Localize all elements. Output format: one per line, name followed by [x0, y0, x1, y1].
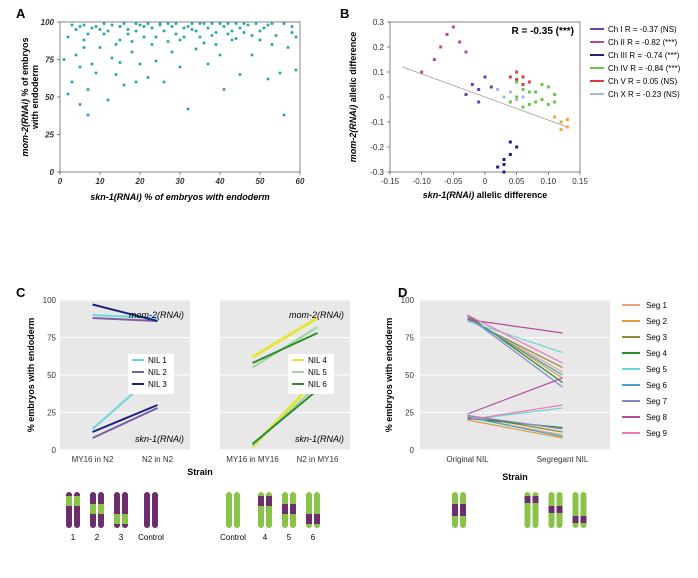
svg-text:Original NIL: Original NIL — [446, 455, 489, 464]
svg-text:Segregant NIL: Segregant NIL — [537, 455, 589, 464]
svg-text:mom-2(RNAi) allelic difference: mom-2(RNAi) allelic difference — [348, 32, 358, 163]
svg-text:MY16 in N2: MY16 in N2 — [72, 455, 114, 464]
svg-text:0.05: 0.05 — [509, 177, 525, 186]
svg-text:Seg 7: Seg 7 — [646, 397, 667, 406]
svg-text:1: 1 — [71, 533, 76, 542]
svg-text:Seg 9: Seg 9 — [646, 429, 667, 438]
svg-text:Ch II R = -0.82 (***): Ch II R = -0.82 (***) — [608, 38, 677, 47]
svg-text:NIL 4: NIL 4 — [308, 356, 327, 365]
svg-text:mom-2(RNAi) % of embryos: mom-2(RNAi) % of embryos — [20, 37, 30, 156]
svg-text:0: 0 — [483, 177, 488, 186]
svg-text:-0.1: -0.1 — [370, 118, 384, 127]
svg-text:25: 25 — [405, 409, 414, 418]
svg-text:50: 50 — [45, 93, 54, 102]
svg-text:Seg 4: Seg 4 — [646, 349, 667, 358]
svg-text:2: 2 — [95, 533, 100, 542]
svg-text:10: 10 — [96, 177, 105, 186]
svg-text:mom-2(RNAi): mom-2(RNAi) — [129, 310, 184, 320]
svg-text:NIL 6: NIL 6 — [308, 380, 327, 389]
svg-text:NIL 5: NIL 5 — [308, 368, 327, 377]
svg-text:75: 75 — [47, 334, 56, 343]
svg-text:30: 30 — [176, 177, 185, 186]
svg-text:% embryos with endoderm: % embryos with endoderm — [26, 318, 36, 433]
svg-text:0: 0 — [410, 446, 415, 455]
svg-text:skn-1(RNAi) % of embryos with: skn-1(RNAi) % of embryos with endoderm — [90, 192, 270, 202]
svg-text:0.2: 0.2 — [373, 43, 385, 52]
svg-text:Seg 6: Seg 6 — [646, 381, 667, 390]
svg-text:Ch IV R = -0.84 (***): Ch IV R = -0.84 (***) — [608, 64, 681, 73]
svg-text:R = -0.35 (***): R = -0.35 (***) — [511, 26, 574, 37]
svg-text:Ch I R = -0.37 (NS): Ch I R = -0.37 (NS) — [608, 25, 677, 34]
svg-text:0: 0 — [58, 177, 63, 186]
svg-text:Strain: Strain — [502, 472, 528, 482]
svg-text:N2 in MY16: N2 in MY16 — [297, 455, 339, 464]
svg-text:Ch III R = -0.74 (***): Ch III R = -0.74 (***) — [608, 51, 680, 60]
svg-text:Seg 2: Seg 2 — [646, 317, 667, 326]
svg-text:-0.05: -0.05 — [444, 177, 463, 186]
svg-text:Ch X R = -0.23 (NS): Ch X R = -0.23 (NS) — [608, 90, 680, 99]
svg-text:skn-1(RNAi): skn-1(RNAi) — [295, 434, 344, 444]
svg-text:0: 0 — [50, 168, 55, 177]
svg-text:-0.10: -0.10 — [413, 177, 432, 186]
svg-text:Ch V R = 0.05 (NS): Ch V R = 0.05 (NS) — [608, 77, 677, 86]
svg-text:100: 100 — [43, 296, 57, 305]
svg-text:skn-1(RNAi): skn-1(RNAi) — [135, 434, 184, 444]
svg-text:0.15: 0.15 — [572, 177, 588, 186]
svg-text:Control: Control — [220, 533, 246, 542]
svg-text:skn-1(RNAi) allelic difference: skn-1(RNAi) allelic difference — [423, 190, 548, 200]
figure-svg: 01020304050600255075100skn-1(RNAi) % of … — [0, 0, 698, 578]
svg-text:0: 0 — [52, 446, 57, 455]
svg-text:100: 100 — [41, 18, 55, 27]
svg-text:% embryos with endoderm: % embryos with endoderm — [384, 318, 394, 433]
svg-text:NIL 2: NIL 2 — [148, 368, 167, 377]
svg-text:mom-2(RNAi): mom-2(RNAi) — [289, 310, 344, 320]
svg-text:6: 6 — [311, 533, 316, 542]
svg-text:0.3: 0.3 — [373, 18, 385, 27]
svg-text:Seg 8: Seg 8 — [646, 413, 667, 422]
svg-text:60: 60 — [296, 177, 305, 186]
svg-text:4: 4 — [263, 533, 268, 542]
svg-text:Seg 5: Seg 5 — [646, 365, 667, 374]
svg-text:25: 25 — [44, 131, 54, 140]
svg-text:0: 0 — [380, 93, 385, 102]
svg-text:50: 50 — [47, 371, 56, 380]
svg-text:Seg 3: Seg 3 — [646, 333, 667, 342]
svg-text:50: 50 — [256, 177, 265, 186]
svg-text:75: 75 — [45, 56, 54, 65]
svg-text:75: 75 — [405, 334, 414, 343]
svg-text:-0.2: -0.2 — [370, 143, 384, 152]
svg-text:with endoderm: with endoderm — [30, 65, 40, 130]
svg-text:20: 20 — [135, 177, 145, 186]
svg-text:3: 3 — [119, 533, 124, 542]
svg-text:0.1: 0.1 — [373, 68, 385, 77]
svg-text:5: 5 — [287, 533, 292, 542]
svg-text:-0.15: -0.15 — [381, 177, 400, 186]
svg-text:50: 50 — [405, 371, 414, 380]
svg-text:NIL 1: NIL 1 — [148, 356, 167, 365]
svg-text:-0.3: -0.3 — [370, 168, 384, 177]
svg-text:Seg 1: Seg 1 — [646, 301, 667, 310]
svg-text:25: 25 — [47, 409, 56, 418]
svg-text:100: 100 — [401, 296, 415, 305]
svg-text:NIL 3: NIL 3 — [148, 380, 167, 389]
svg-text:N2 in N2: N2 in N2 — [142, 455, 174, 464]
svg-text:Strain: Strain — [187, 467, 213, 477]
svg-text:0.10: 0.10 — [541, 177, 557, 186]
svg-text:Control: Control — [138, 533, 164, 542]
svg-text:MY16 in MY16: MY16 in MY16 — [226, 455, 279, 464]
svg-text:40: 40 — [215, 177, 225, 186]
